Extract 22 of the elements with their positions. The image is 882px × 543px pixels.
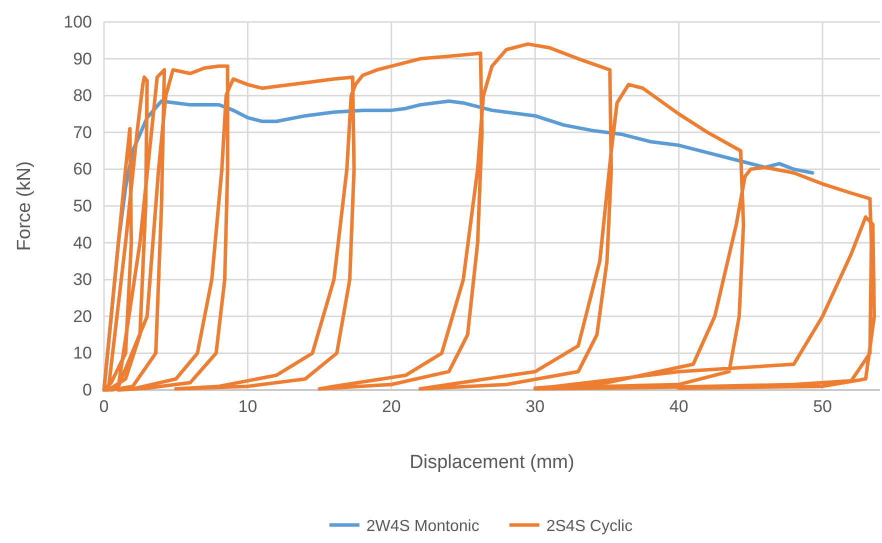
y-tick-label: 10 (73, 344, 92, 363)
legend-label: 2S4S Cyclic (546, 518, 633, 535)
y-tick-label: 90 (73, 49, 92, 68)
y-axis-title: Force (kN) (14, 161, 35, 251)
x-axis-title: Displacement (mm) (410, 452, 574, 473)
y-tick-label: 0 (82, 380, 92, 400)
legend-label: 2W4S Montonic (366, 518, 480, 535)
y-tick-label: 20 (73, 306, 92, 326)
x-tick-label: 40 (669, 397, 688, 416)
y-tick-label: 40 (73, 233, 92, 252)
x-tick-label: 30 (526, 397, 545, 416)
y-tick-label: 60 (73, 160, 92, 179)
x-tick-label: 0 (99, 397, 109, 416)
y-tick-label: 30 (73, 270, 92, 290)
y-tick-label: 100 (64, 12, 92, 32)
y-tick-label: 70 (73, 122, 92, 142)
y-tick-label: 50 (73, 196, 92, 216)
x-tick-label: 10 (238, 397, 258, 416)
x-tick-label: 20 (382, 397, 401, 416)
y-tick-label: 80 (73, 86, 92, 106)
x-tick-label: 50 (813, 397, 832, 416)
line-series (102, 42, 876, 392)
